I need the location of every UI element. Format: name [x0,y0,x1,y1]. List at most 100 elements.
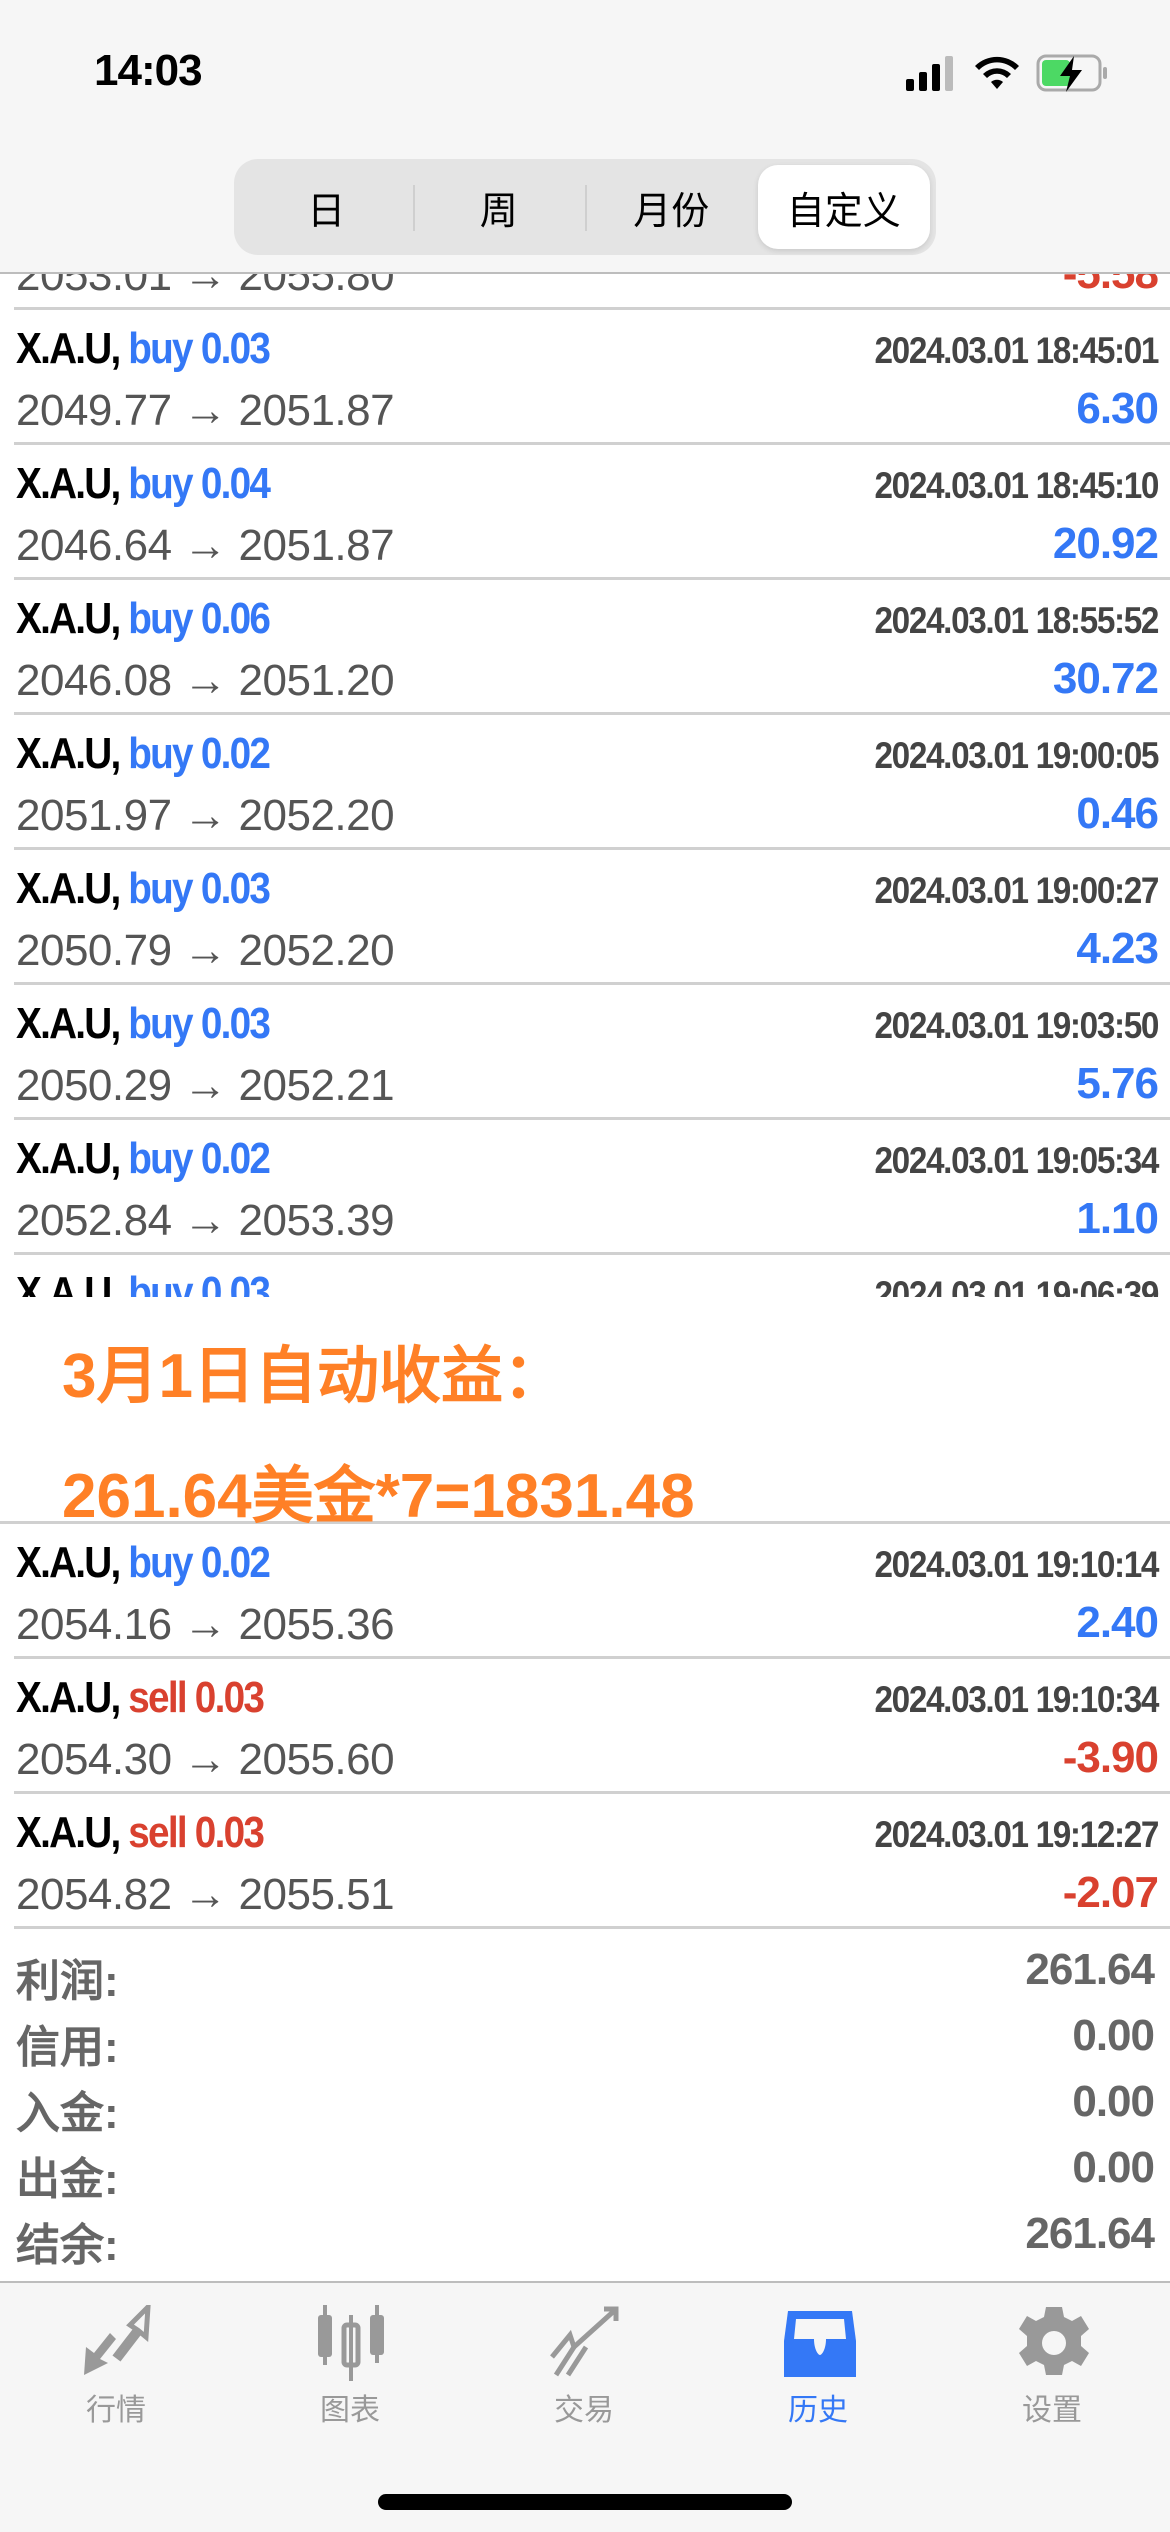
trade-time: 2024.03.01 19:00:05 [874,735,1159,776]
tab-label: 交易 [554,2394,614,2427]
trade-icon [550,2306,619,2377]
trade-profit: 4.23 [1076,924,1159,973]
tab-label: 图表 [320,2394,380,2427]
arrow-icon: → [183,656,227,705]
trade-time: 2024.03.01 19:10:14 [874,1544,1159,1585]
tab-settings[interactable]: 设置 [952,2283,1152,2443]
trade-row[interactable]: X.A.U, sell 0.03 2024.03.01 19:12:27 2054.8… [14,1794,1170,1929]
trade-history-list[interactable]: X.A.U,2053.01 → 2055.80-5.58X.A.U,buy 0.… [0,274,1170,2281]
open-price: 2049.77 [16,386,172,435]
trade-side-lots: sell 0.03 [128,1673,265,1722]
symbol-text: X.A.U, [16,594,121,643]
close-price: 2053.39 [238,1196,395,1245]
trade-side-lots: buy 0.04 [128,459,271,508]
summary-balance: 结余: 261.64 [16,2209,1155,2275]
segment-day[interactable]: 日 [307,190,346,233]
tab-quotes[interactable]: 行情 [16,2283,216,2443]
gear-icon [1019,2307,1089,2375]
trade-prices: 2054.30 → 2055.60 [16,1735,395,1785]
trade-row[interactable]: X.A.U, buy 0.04 2024.03.01 18:45:10 2046.64… [14,445,1170,580]
trade-prices: 2049.77 → 2051.87 [16,386,395,436]
trade-row[interactable]: X.A.U, buy 0.02 2024.03.01 19:05:34 2052.84… [14,1120,1170,1255]
close-price: 2055.36 [238,1600,395,1649]
trade-row[interactable]: X.A.U, buy 0.03 2024.03.01 19:03:50 2050.29… [14,985,1170,1120]
arrow-icon: → [183,521,227,570]
trade-symbol: X.A.U, buy 0.03 [16,324,271,374]
signal-icon [906,56,953,91]
trade-row[interactable]: X.A.U,2053.01 → 2055.80-5.58 [14,274,1170,310]
home-indicator [378,2494,792,2510]
trade-profit: -2.07 [1062,1868,1159,1917]
period-segmented-control: 日 周 月份 自定义 [234,159,936,255]
summary-deposit: 入金: 0.00 [16,2077,1155,2143]
summary-withdrawal: 出金: 0.00 [16,2143,1155,2209]
segment-custom[interactable]: 自定义 [757,165,930,249]
symbol-text: X.A.U, [16,729,121,778]
symbol-text: X.A.U, [16,324,121,373]
segment-month[interactable]: 月份 [585,165,758,249]
trade-time: 2024.03.01 19:03:50 [874,1005,1159,1046]
arrow-icon: → [183,1870,227,1919]
trade-symbol: X.A.U, sell 0.03 [16,1808,265,1858]
arrow-icon: → [183,1600,227,1649]
close-price: 2052.20 [238,791,395,840]
trade-symbol: X.A.U, buy 0.03 [16,864,271,914]
tab-label: 行情 [86,2394,146,2427]
trade-row[interactable]: X.A.U, buy 0.06 2024.03.01 18:55:52 2046.08… [14,580,1170,715]
summary-value: 0.00 [1072,2143,1155,2192]
open-price: 2046.08 [16,656,172,705]
segment-week[interactable]: 周 [412,165,586,249]
trade-symbol: X.A.U, buy 0.02 [16,1538,271,1588]
symbol-text: X.A.U, [16,999,121,1048]
annotation-line-2: 261.64美金*7=1831.48 [62,1462,695,1531]
symbol-text: X.A.U, [16,459,121,508]
trade-row[interactable]: X.A.U, buy 0.03 2024.03.01 19:00:27 2050.79… [14,850,1170,985]
trade-profit: 30.72 [1052,654,1159,703]
summary-value: 0.00 [1072,2011,1155,2060]
trade-profit: 20.92 [1052,519,1159,568]
arrow-icon: → [183,274,227,300]
trade-row[interactable]: X.A.U, buy 0.02 2024.03.01 19:10:14 2054.16… [14,1524,1170,1659]
summary-value: 261.64 [1025,1945,1155,1994]
trade-time: 2024.03.01 19:00:27 [874,870,1159,911]
trade-profit: 0.46 [1076,789,1159,838]
open-price: 2051.97 [16,791,172,840]
trade-row[interactable]: X.A.U, buy 0.03 2024.03.01 18:45:01 2049.77… [14,310,1170,445]
summary-label: 出金: [16,2155,119,2204]
trade-prices: 2046.08 → 2051.20 [16,656,395,706]
summary-label: 利润: [16,1957,119,2006]
close-price: 2051.20 [238,656,395,705]
close-price: 2051.87 [238,386,395,435]
trade-prices: 2052.84 → 2053.39 [16,1196,395,1246]
status-time: 14:03 [94,46,203,95]
trade-symbol: X.A.U, buy 0.02 [16,729,271,779]
arrow-icon: → [183,926,227,975]
trade-side-lots: buy 0.02 [128,1538,271,1587]
tab-label: 历史 [788,2394,848,2427]
trade-prices: 2054.82 → 2055.51 [16,1870,395,1920]
trade-profit: 1.10 [1076,1194,1159,1243]
trade-side-lots: buy 0.02 [128,1134,271,1183]
trade-prices: 2054.16 → 2055.36 [16,1600,395,1650]
status-icons [906,54,1110,92]
arrow-icon: → [183,1196,227,1245]
open-price: 2054.82 [16,1870,172,1919]
close-price: 2052.21 [238,1061,395,1110]
tab-trade[interactable]: 交易 [484,2283,684,2443]
tab-chart[interactable]: 图表 [250,2283,450,2443]
arrow-icon: → [183,1061,227,1110]
summary-panel: 利润: 261.64 信用: 0.00 入金: 0.00 出金: 0.00 结余: 261… [0,1929,1170,2279]
summary-credit: 信用: 0.00 [16,2011,1155,2077]
trade-profit: 2.40 [1076,1598,1159,1647]
trade-row[interactable]: X.A.U, buy 0.02 2024.03.01 19:00:05 2051.97… [14,715,1170,850]
candlestick-chart-icon [318,2305,384,2381]
open-price: 2046.64 [16,521,172,570]
profit-annotation: 3月1日自动收益： 261.64美金*7=1831.48 [0,1297,1170,1531]
summary-value: 0.00 [1072,2077,1155,2126]
trade-symbol: X.A.U, buy 0.03 [16,999,271,1049]
tab-label: 设置 [1022,2394,1082,2427]
tab-history[interactable]: 历史 [718,2283,918,2443]
history-inbox-icon [784,2311,856,2377]
wifi-icon [975,56,1019,89]
trade-row[interactable]: X.A.U, sell 0.03 2024.03.01 19:10:34 2054.3… [14,1659,1170,1794]
